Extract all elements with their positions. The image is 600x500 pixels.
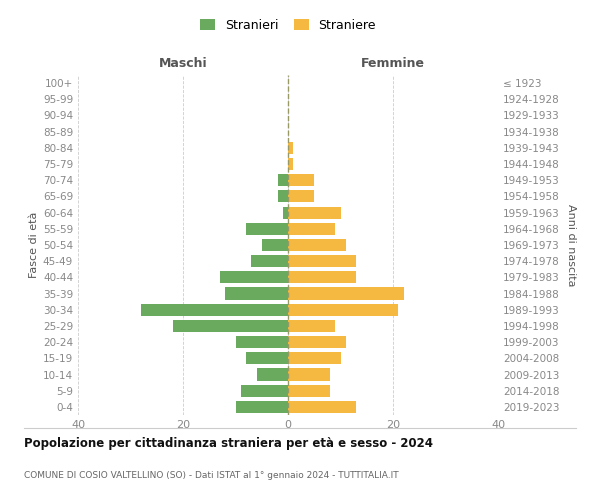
Bar (277, 190, 288, 202)
Bar (288, 304, 398, 316)
Bar (288, 320, 335, 332)
Bar (288, 239, 346, 251)
Bar (235, 336, 288, 348)
Bar (246, 222, 288, 235)
Bar (141, 304, 288, 316)
Bar (288, 401, 356, 413)
Bar (257, 368, 288, 380)
Bar (288, 142, 293, 154)
Bar (225, 288, 288, 300)
Bar (288, 368, 330, 380)
Bar (288, 288, 404, 300)
Text: Maschi: Maschi (158, 57, 208, 70)
Bar (288, 384, 330, 397)
Legend: Stranieri, Straniere: Stranieri, Straniere (195, 14, 381, 37)
Bar (288, 190, 314, 202)
Bar (288, 206, 341, 218)
Y-axis label: Anni di nascita: Anni di nascita (566, 204, 576, 286)
Text: COMUNE DI COSIO VALTELLINO (SO) - Dati ISTAT al 1° gennaio 2024 - TUTTITALIA.IT: COMUNE DI COSIO VALTELLINO (SO) - Dati I… (24, 470, 398, 480)
Bar (246, 352, 288, 364)
Bar (288, 222, 335, 235)
Bar (251, 255, 288, 268)
Bar (288, 158, 293, 170)
Bar (288, 336, 346, 348)
Bar (277, 174, 288, 186)
Bar (288, 272, 356, 283)
Text: Femmine: Femmine (361, 57, 425, 70)
Bar (288, 255, 356, 268)
Bar (288, 174, 314, 186)
Text: Popolazione per cittadinanza straniera per età e sesso - 2024: Popolazione per cittadinanza straniera p… (24, 438, 433, 450)
Bar (220, 272, 288, 283)
Bar (283, 206, 288, 218)
Bar (235, 401, 288, 413)
Bar (241, 384, 288, 397)
Bar (173, 320, 288, 332)
Bar (262, 239, 288, 251)
Bar (288, 352, 341, 364)
Y-axis label: Fasce di età: Fasce di età (29, 212, 39, 278)
